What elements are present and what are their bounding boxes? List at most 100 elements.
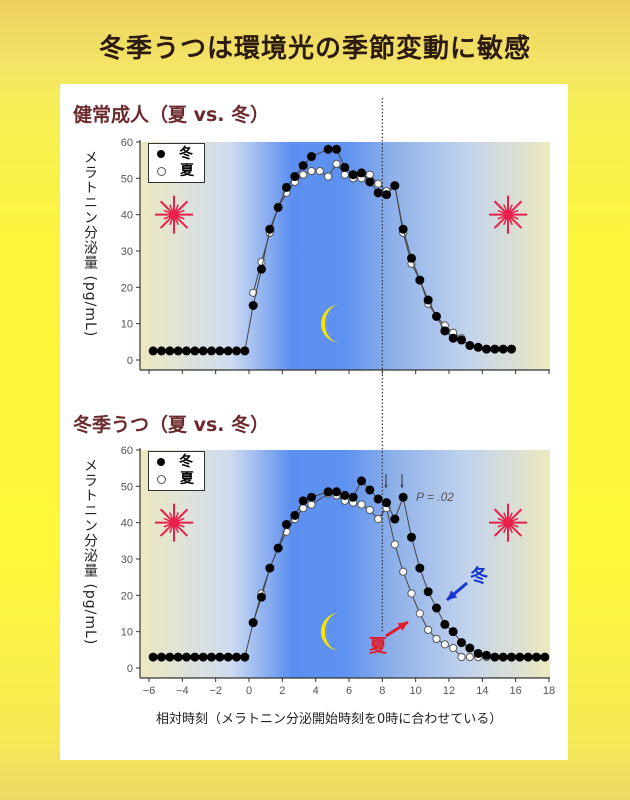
x-tick-label: 4 xyxy=(313,685,319,697)
winter-point xyxy=(215,652,225,662)
winter-point xyxy=(440,619,450,629)
winter-point xyxy=(232,652,241,662)
p-value-annotation: P = .02 xyxy=(416,490,454,504)
summer-point xyxy=(340,170,349,179)
winter-point xyxy=(465,340,475,350)
y-axis-label-bottom: メラトニン分泌量 (pg/mL) xyxy=(82,458,98,646)
summer-point xyxy=(374,179,383,188)
legend-bottom: 冬 夏 xyxy=(148,451,205,491)
legend-item-winter: 冬 xyxy=(157,146,194,163)
sun-core xyxy=(169,517,179,528)
winter-point xyxy=(307,492,316,502)
winter-point xyxy=(448,333,458,343)
winter-point xyxy=(473,342,483,352)
winter-point xyxy=(215,346,225,356)
moon-shape xyxy=(321,304,340,343)
y-tick-label: 30 xyxy=(121,554,133,566)
winter-point xyxy=(473,648,483,658)
winter-point xyxy=(540,652,550,662)
winter-point xyxy=(357,476,366,486)
legend-item-summer: 夏 xyxy=(157,471,194,488)
winter-point xyxy=(490,652,500,662)
x-tick-label: 8 xyxy=(379,685,385,697)
moon-line xyxy=(325,619,333,645)
winter-point xyxy=(273,543,283,553)
winter-point xyxy=(323,487,333,497)
winter-point xyxy=(248,301,258,310)
summer-point xyxy=(449,643,458,653)
winter-point xyxy=(257,264,266,274)
sun-icon xyxy=(155,195,193,234)
y-axis-label-top: メラトニン分泌量 (pg/mL) xyxy=(82,150,98,338)
significance-arrow-icon-head xyxy=(384,484,388,488)
winter-point xyxy=(440,326,450,336)
winter-point xyxy=(432,603,441,613)
winter-point xyxy=(423,587,433,597)
summer-point xyxy=(365,170,374,179)
winter-point xyxy=(507,344,516,354)
summer-point xyxy=(357,500,366,509)
winter-point xyxy=(298,496,308,506)
summer-point xyxy=(307,166,316,176)
winter-point xyxy=(390,181,400,191)
winter-point xyxy=(423,295,433,305)
winter-point xyxy=(523,652,533,662)
winter-point xyxy=(415,563,425,573)
x-tick-label: −6 xyxy=(143,685,156,697)
summer-point xyxy=(457,653,466,662)
winter-point xyxy=(298,161,308,171)
winter-point xyxy=(507,652,516,662)
winter-point xyxy=(307,152,316,162)
summer-point xyxy=(307,500,316,509)
moon-shape xyxy=(321,612,340,651)
winter-point xyxy=(348,170,358,180)
y-tick-label: 50 xyxy=(121,481,133,493)
winter-series-label: 冬 xyxy=(470,566,488,587)
winter-point xyxy=(282,519,291,529)
sun-icon xyxy=(489,503,527,542)
winter-point xyxy=(265,563,275,573)
winter-point xyxy=(407,532,416,542)
y-tick-label: 40 xyxy=(121,210,133,222)
winter-point xyxy=(190,652,200,662)
x-tick-label: 12 xyxy=(443,685,455,697)
winter-point xyxy=(340,162,350,172)
winter-point xyxy=(323,144,333,154)
winter-point xyxy=(448,627,458,637)
winter-point xyxy=(173,346,183,356)
summer-point xyxy=(432,634,441,644)
winter-point xyxy=(482,650,491,660)
legend-item-winter: 冬 xyxy=(157,454,194,471)
winter-point xyxy=(432,311,441,321)
winter-point xyxy=(232,346,241,356)
sun-core xyxy=(503,517,513,528)
winter-point xyxy=(407,253,416,263)
x-tick-label: 10 xyxy=(410,685,422,697)
winter-point xyxy=(265,224,275,234)
summer-point xyxy=(407,589,416,598)
y-tick-label: 0 xyxy=(127,663,133,675)
winter-point xyxy=(273,202,283,212)
y-tick-label: 20 xyxy=(121,282,133,294)
x-tick-label: 18 xyxy=(543,685,555,697)
x-tick-label: 0 xyxy=(246,685,252,697)
y-tick-label: 30 xyxy=(121,246,133,258)
winter-point xyxy=(457,638,466,648)
winter-point xyxy=(465,643,475,653)
moon-line xyxy=(325,311,333,337)
y-tick-label: 60 xyxy=(121,137,133,149)
winter-point xyxy=(290,510,300,520)
winter-point xyxy=(165,346,175,356)
winter-point xyxy=(240,346,250,356)
summer-point xyxy=(374,514,383,524)
x-tick-label: 16 xyxy=(510,685,522,697)
winter-arrow-icon-head xyxy=(447,590,458,600)
winter-point xyxy=(398,492,408,502)
sun-core xyxy=(503,209,513,220)
winter-point xyxy=(348,492,358,502)
chart-title-sad: 冬季うつ（夏 vs. 冬） xyxy=(73,414,270,436)
winter-point xyxy=(382,190,391,200)
legend-item-summer: 夏 xyxy=(157,163,194,180)
winter-point xyxy=(223,346,233,356)
